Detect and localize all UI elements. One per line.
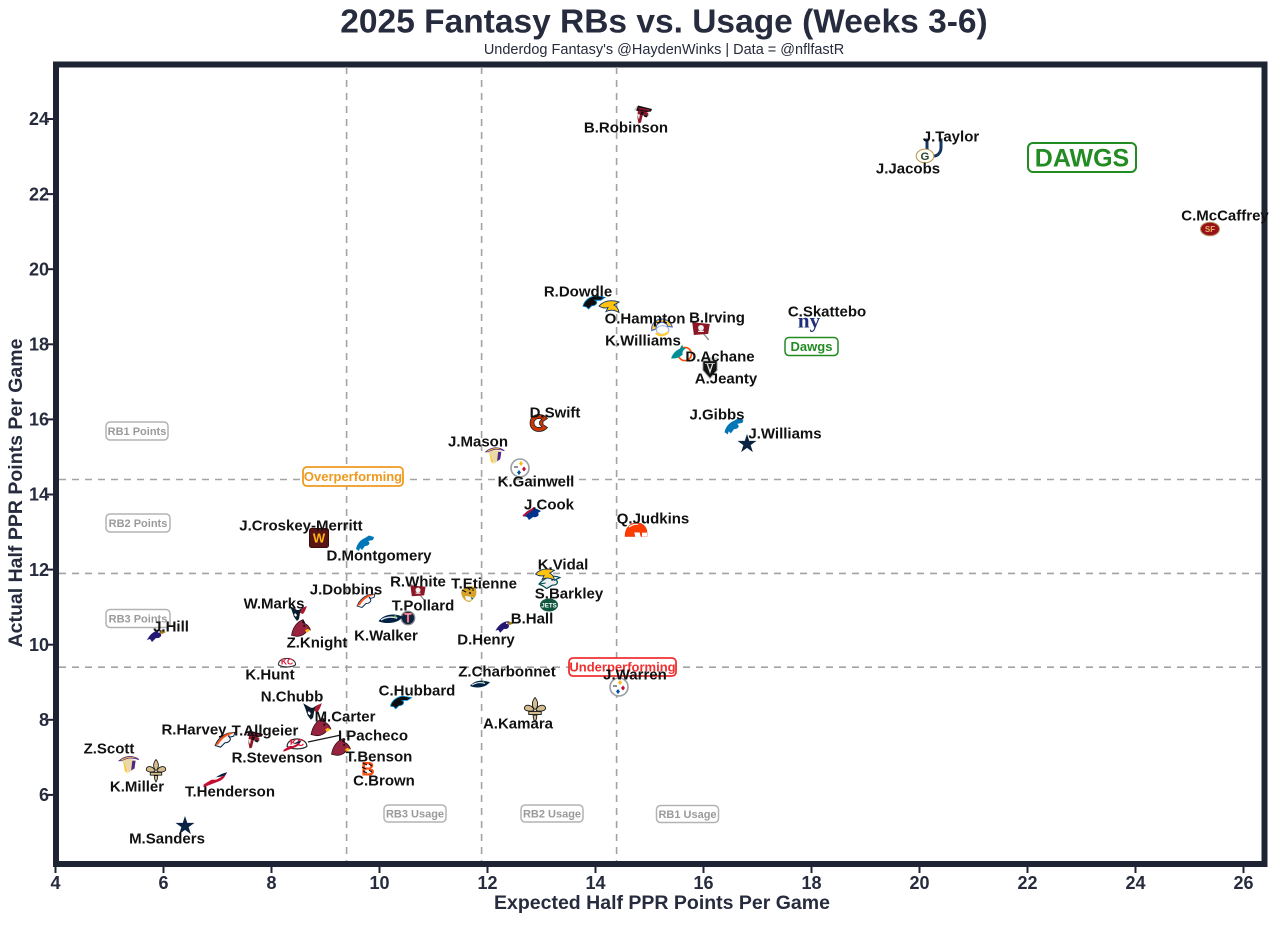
svg-text:K.Gainwell: K.Gainwell (498, 473, 575, 490)
svg-text:12: 12 (29, 560, 49, 580)
svg-text:J.Mason: J.Mason (448, 433, 508, 450)
svg-text:O.Hampton: O.Hampton (605, 310, 686, 327)
svg-text:K.Vidal: K.Vidal (538, 556, 589, 573)
svg-text:Dawgs: Dawgs (791, 339, 833, 354)
svg-text:C.Brown: C.Brown (353, 772, 415, 789)
svg-text:20: 20 (29, 259, 49, 279)
svg-text:8: 8 (39, 710, 49, 730)
svg-text:Z.Knight: Z.Knight (287, 634, 348, 651)
svg-text:B.Hall: B.Hall (511, 610, 554, 627)
svg-text:J.Croskey-Merritt: J.Croskey-Merritt (239, 517, 362, 534)
svg-text:A.Jeanty: A.Jeanty (695, 370, 758, 387)
svg-text:J.Gibbs: J.Gibbs (689, 406, 744, 423)
svg-text:14: 14 (29, 485, 49, 505)
svg-text:J.Jacobs: J.Jacobs (876, 160, 940, 177)
svg-text:T.Allgeier: T.Allgeier (232, 722, 299, 739)
svg-text:2025 Fantasy RBs vs. Usage (We: 2025 Fantasy RBs vs. Usage (Weeks 3-6) (340, 4, 987, 41)
svg-text:RB3 Usage: RB3 Usage (386, 808, 444, 820)
svg-text:6: 6 (39, 785, 49, 805)
svg-text:Actual Half PPR Points Per Gam: Actual Half PPR Points Per Game (5, 338, 27, 647)
svg-text:J.Hill: J.Hill (153, 618, 189, 635)
svg-text:J.Warren: J.Warren (603, 666, 667, 683)
svg-text:J.Cook: J.Cook (524, 496, 575, 513)
svg-text:W.Marks: W.Marks (244, 595, 305, 612)
svg-text:26: 26 (1233, 873, 1253, 893)
svg-text:K.Williams: K.Williams (605, 332, 681, 349)
svg-text:T.Benson: T.Benson (346, 748, 413, 765)
svg-text:B.Robinson: B.Robinson (584, 119, 668, 136)
svg-text:R.White: R.White (390, 573, 446, 590)
svg-text:10: 10 (369, 873, 389, 893)
svg-text:18: 18 (801, 873, 821, 893)
svg-text:K.Walker: K.Walker (354, 627, 418, 644)
svg-text:Z.Charbonnet: Z.Charbonnet (458, 663, 556, 680)
svg-text:20: 20 (909, 873, 929, 893)
svg-text:J.Williams: J.Williams (748, 425, 821, 442)
svg-text:14: 14 (585, 873, 605, 893)
svg-text:D.Swift: D.Swift (530, 404, 581, 421)
svg-text:Z.Scott: Z.Scott (84, 740, 135, 757)
svg-text:M.Sanders: M.Sanders (129, 830, 205, 847)
svg-text:T.Pollard: T.Pollard (392, 597, 455, 614)
svg-text:22: 22 (1017, 873, 1037, 893)
svg-text:Q.Judkins: Q.Judkins (617, 510, 690, 527)
svg-text:4: 4 (50, 873, 60, 893)
svg-text:6: 6 (158, 873, 168, 893)
svg-text:I.Pacheco: I.Pacheco (338, 727, 408, 744)
svg-text:RB1 Usage: RB1 Usage (658, 809, 716, 821)
svg-text:J.Taylor: J.Taylor (923, 128, 980, 145)
svg-text:22: 22 (29, 184, 49, 204)
svg-text:16: 16 (29, 410, 49, 430)
svg-text:16: 16 (693, 873, 713, 893)
svg-text:S.Barkley: S.Barkley (535, 585, 604, 602)
svg-text:RB2 Points: RB2 Points (109, 518, 168, 530)
svg-text:D.Achane: D.Achane (685, 348, 754, 365)
svg-text:C.Hubbard: C.Hubbard (379, 682, 456, 699)
svg-text:J.Dobbins: J.Dobbins (310, 581, 383, 598)
svg-text:C.Skattebo: C.Skattebo (788, 303, 866, 320)
svg-text:10: 10 (29, 635, 49, 655)
svg-text:T.Henderson: T.Henderson (185, 783, 275, 800)
svg-text:D.Montgomery: D.Montgomery (327, 547, 433, 564)
svg-text:M.Carter: M.Carter (315, 708, 376, 725)
svg-text:R.Stevenson: R.Stevenson (232, 749, 323, 766)
svg-text:T.Etienne: T.Etienne (451, 575, 517, 592)
svg-text:A.Kamara: A.Kamara (483, 715, 554, 732)
svg-text:D.Henry: D.Henry (457, 631, 515, 648)
svg-text:8: 8 (266, 873, 276, 893)
svg-text:N.Chubb: N.Chubb (261, 688, 323, 705)
svg-text:RB1 Points: RB1 Points (108, 426, 167, 438)
svg-text:Expected Half PPR Points Per G: Expected Half PPR Points Per Game (494, 892, 830, 914)
svg-text:RB2 Usage: RB2 Usage (523, 808, 581, 820)
svg-text:R.Dowdle: R.Dowdle (544, 283, 612, 300)
svg-text:K.Miller: K.Miller (110, 778, 164, 795)
svg-text:R.Harvey: R.Harvey (161, 721, 227, 738)
svg-text:Overperforming: Overperforming (304, 469, 402, 484)
svg-text:24: 24 (1125, 873, 1145, 893)
svg-text:Underperforming: Underperforming (569, 660, 675, 675)
svg-text:K.Hunt: K.Hunt (245, 666, 294, 683)
svg-text:Underdog Fantasy's @HaydenWink: Underdog Fantasy's @HaydenWinks | Data =… (484, 42, 844, 58)
svg-text:18: 18 (29, 335, 49, 355)
svg-text:B.Irving: B.Irving (689, 309, 745, 326)
svg-text:C.McCaffrey: C.McCaffrey (1181, 207, 1269, 224)
svg-text:RB3 Points: RB3 Points (109, 613, 168, 625)
svg-text:DAWGS: DAWGS (1035, 145, 1129, 173)
svg-text:24: 24 (29, 109, 49, 129)
svg-text:12: 12 (477, 873, 497, 893)
